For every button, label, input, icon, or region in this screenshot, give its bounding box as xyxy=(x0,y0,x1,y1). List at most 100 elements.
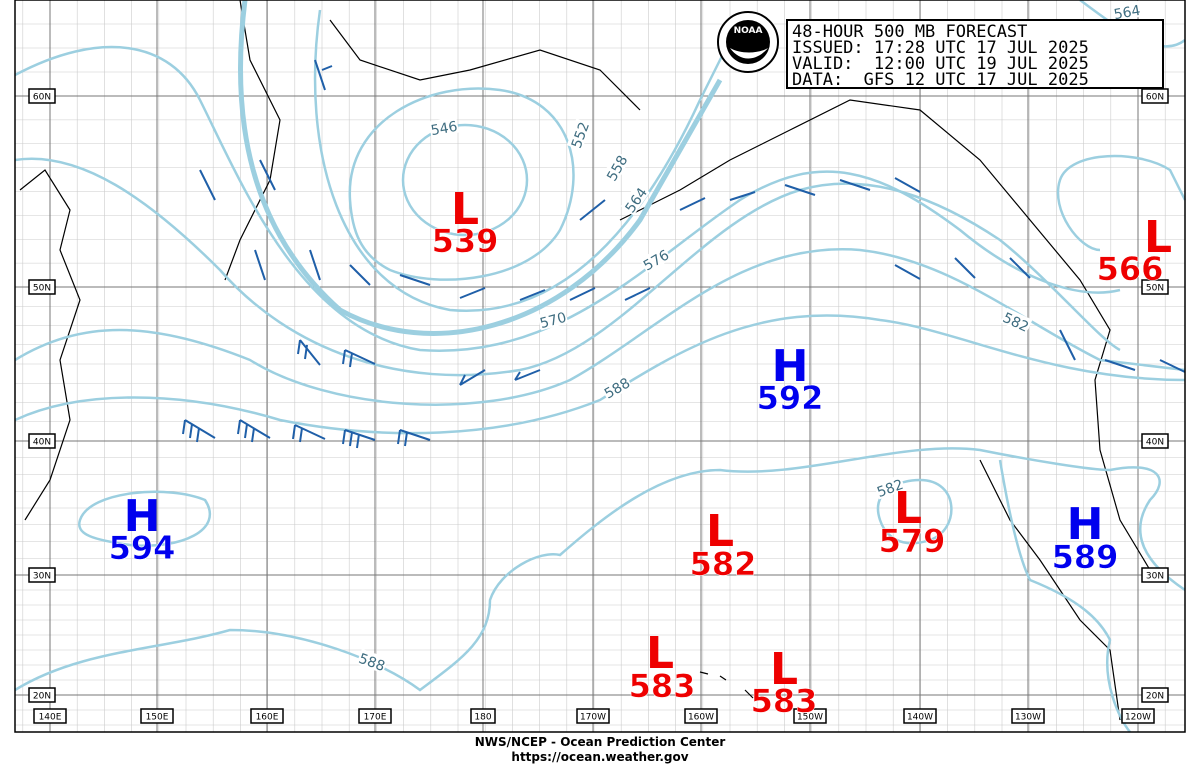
contours xyxy=(14,0,1187,733)
lat-label-box xyxy=(28,88,56,104)
lon-label: 150E xyxy=(146,713,169,723)
contour-label-bg xyxy=(600,373,633,402)
wind-barb xyxy=(292,424,326,443)
map-frame xyxy=(14,0,1186,733)
contour-label: 564 xyxy=(1113,3,1142,23)
wind-barb xyxy=(182,419,216,443)
lat-label: 50N xyxy=(33,284,51,294)
forecast-line: ISSUED: 17:28 UTC 17 JUL 2025 xyxy=(792,38,1089,58)
wind-barb xyxy=(342,429,376,449)
center-letter: L xyxy=(894,483,922,534)
contour-label: 546 xyxy=(430,119,459,139)
lon-label-box xyxy=(1011,708,1045,724)
lon-label-box xyxy=(140,708,174,724)
forecast-line: VALID: 12:00 UTC 19 JUL 2025 xyxy=(792,54,1089,74)
lon-label-box xyxy=(903,708,937,724)
lon-label-box xyxy=(358,708,392,724)
coastline xyxy=(619,99,1151,571)
contour xyxy=(14,447,1186,692)
center-letter: H xyxy=(124,491,161,542)
center-letter: L xyxy=(706,506,734,557)
wind-barb xyxy=(342,349,376,368)
jet-stream xyxy=(238,0,723,336)
islands xyxy=(699,671,754,699)
wind-barb xyxy=(199,59,431,286)
center-letter: H xyxy=(772,341,809,392)
center-letter: H xyxy=(1067,499,1104,550)
wind-barbs xyxy=(182,59,1186,449)
lon-label-box xyxy=(793,708,827,724)
center-value: 583 xyxy=(751,682,818,720)
lat-label-box xyxy=(1141,279,1169,295)
wind-barb xyxy=(459,369,486,386)
center-value: 583 xyxy=(629,667,696,705)
lon-label: 160E xyxy=(256,713,279,723)
center-letter: L xyxy=(451,184,479,235)
labels: 60N 60N 50N 50N 40N 40N 30N 30N 20N 20N 140E 150E 16… xyxy=(28,0,1172,724)
footer-line: https://ocean.weather.gov xyxy=(511,750,688,764)
wind-barb xyxy=(237,419,271,443)
contour-label-bg xyxy=(566,118,592,151)
wind-barb xyxy=(397,429,431,447)
lat-label-box xyxy=(28,279,56,295)
lat-label-box xyxy=(1141,433,1169,449)
lat-label: 20N xyxy=(33,692,51,702)
wind-barb xyxy=(514,369,541,381)
lat-label: 40N xyxy=(1146,438,1164,448)
contour xyxy=(401,123,529,237)
coastline xyxy=(329,19,641,111)
lon-label: 180 xyxy=(474,713,491,723)
noaa-logo: NOAA xyxy=(717,11,779,73)
lon-label-box xyxy=(684,708,718,724)
center-letter: L xyxy=(646,628,674,679)
lon-label-box xyxy=(1121,708,1155,724)
contour-label: 570 xyxy=(538,310,568,332)
contour xyxy=(14,247,1186,406)
lat-label-box xyxy=(28,567,56,583)
wind-barb xyxy=(784,177,1186,373)
center-value: 592 xyxy=(757,379,824,417)
logo-bird xyxy=(730,48,768,59)
coastline xyxy=(979,459,1121,721)
contour-label-bg xyxy=(428,116,460,138)
footer-line: NWS/NCEP - Ocean Prediction Center xyxy=(475,735,726,749)
forecast-line: DATA: GFS 12 UTC 17 JUL 2025 xyxy=(792,70,1089,90)
center-value: 539 xyxy=(432,222,499,260)
contour-label-bg xyxy=(602,151,631,184)
lon-label: 130W xyxy=(1015,713,1041,723)
lat-label-box xyxy=(1141,687,1169,703)
lon-label-box xyxy=(470,708,496,724)
coastlines xyxy=(19,0,1151,721)
contour-label-bg xyxy=(620,183,650,216)
center-value: 579 xyxy=(879,522,946,560)
lat-label: 60N xyxy=(1146,93,1164,103)
lat-label-box xyxy=(28,433,56,449)
lon-label: 140E xyxy=(39,713,62,723)
contour xyxy=(14,157,1121,377)
contour-label-bg xyxy=(537,307,569,331)
contour-label-bg xyxy=(1000,307,1033,335)
contour xyxy=(348,87,575,281)
lat-label: 40N xyxy=(33,438,51,448)
coastline xyxy=(19,169,81,521)
lat-label: 20N xyxy=(1146,692,1164,702)
contour xyxy=(14,314,1186,435)
lat-label: 60N xyxy=(33,93,51,103)
lon-label: 170W xyxy=(580,713,606,723)
lon-label: 140W xyxy=(907,713,933,723)
center-value: 566 xyxy=(1097,250,1164,288)
forecast-line: 48-HOUR 500 MB FORECAST xyxy=(792,22,1027,42)
logo-text: NOAA xyxy=(734,26,763,36)
wind-barb xyxy=(297,339,321,366)
lat-label-box xyxy=(1141,567,1169,583)
coastline xyxy=(224,0,281,281)
lon-label-box xyxy=(33,708,67,724)
center-letter: L xyxy=(1144,212,1172,263)
contour-label-bg xyxy=(1111,0,1143,22)
lat-label: 30N xyxy=(1146,572,1164,582)
contour-label-bg xyxy=(873,474,906,500)
center-value: 582 xyxy=(690,545,757,583)
contour-label-bg xyxy=(639,245,672,274)
